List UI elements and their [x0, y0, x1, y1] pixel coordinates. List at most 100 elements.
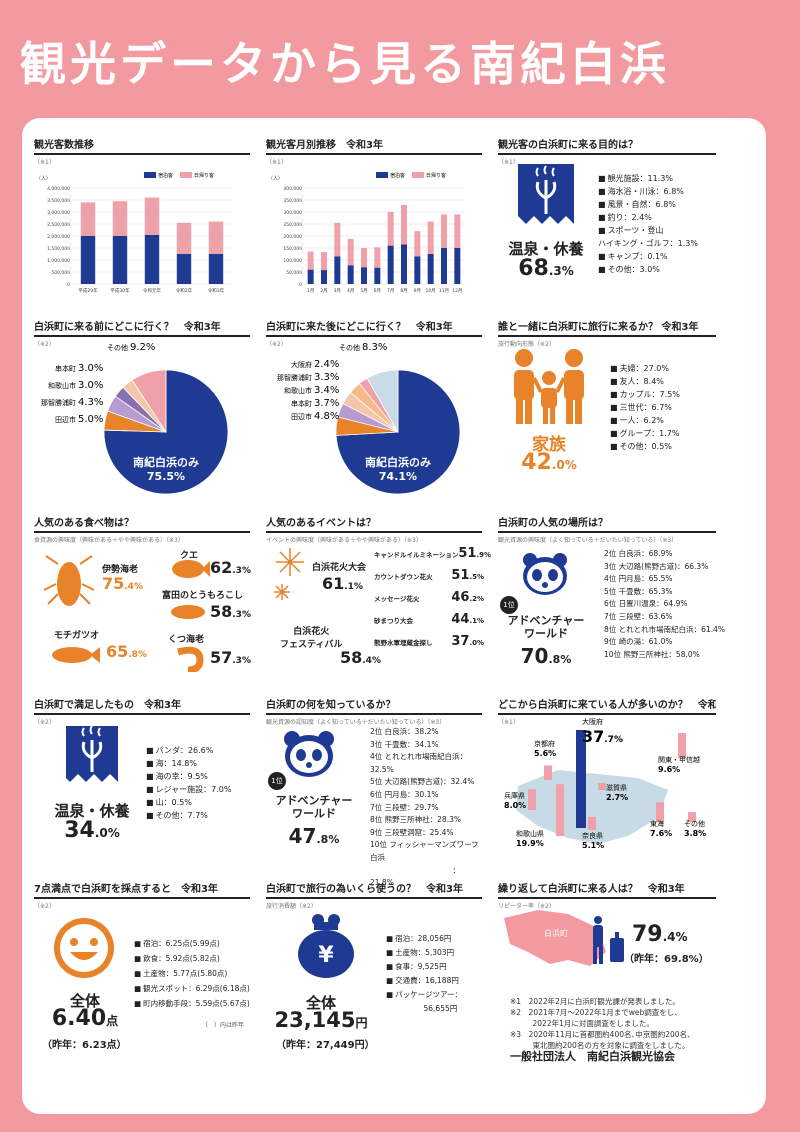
y-unit-label: （人） — [36, 176, 51, 182]
x-tick-label: 12月 — [452, 288, 462, 294]
rank-item: 9位 三段壁洞窟：25.4% — [370, 827, 454, 837]
pie-pct: 3.4% — [314, 385, 339, 396]
onsen-noren-icon — [66, 725, 118, 782]
katsuo-fish-icon — [52, 647, 100, 663]
region-name: 関東・甲信越 — [658, 755, 700, 764]
section-note: 旅行消費額（※2） — [266, 903, 317, 910]
region-pct: 2.7% — [606, 793, 628, 802]
x-tick-label: 1月 — [307, 288, 314, 294]
events-section: 人気のあるイベントは？ イベントの興味度（興味がある＋やや興味がある）（※3） … — [266, 514, 491, 674]
x-tick-label: 10月 — [426, 288, 436, 294]
region-bar — [544, 765, 552, 780]
satisfaction-main: 温泉・休養 — [54, 802, 130, 820]
event-main-1-pct: 61.1% — [322, 574, 363, 593]
section-note: リピーター率（※2） — [498, 903, 555, 910]
list-item: 観光スポット：6.29点(6.18点) — [134, 981, 250, 996]
pie-pct: 3.0% — [78, 380, 103, 391]
y-tick-label: 2,500,000 — [47, 222, 70, 228]
list-item: 友人：8.4% — [610, 375, 680, 388]
pie-pct: 3.3% — [314, 372, 339, 383]
event-pct: 51.5% — [451, 568, 484, 583]
region-bar — [688, 812, 696, 822]
event-pct: 51.9% — [458, 546, 492, 561]
bar-stay — [361, 267, 367, 284]
section-note: （※2） — [34, 719, 55, 726]
list-item: 海：14.8% — [146, 757, 232, 770]
pie-slice — [366, 369, 399, 434]
lobster-icon — [44, 555, 94, 606]
food-section: 人気のある食べ物は？ 食資源の興味度（興味がある＋やや興味がある）（※3） 伊勢… — [34, 514, 251, 674]
region-name: 和歌山県 — [516, 829, 544, 838]
bar-stay — [144, 234, 160, 284]
pie-main-pct: 74.1% — [379, 470, 417, 483]
spending-list: 宿泊：28,056円土産物：5,303円食事：9,525円交通費：16,188円… — [386, 932, 462, 1016]
y-tick-label: 1,000,000 — [47, 258, 70, 264]
section-title: 白浜町の人気の場所は？ — [498, 514, 716, 533]
yen-symbol: ¥ — [318, 943, 334, 968]
y-tick-label: 150,000 — [283, 246, 302, 252]
section-title: 観光客月別推移 令和3年 — [266, 136, 482, 155]
bar-stay — [208, 254, 224, 284]
kue-fish-icon — [172, 560, 210, 578]
food-pct-1: 75.4% — [102, 574, 143, 593]
x-tick-label: 平成29年 — [78, 287, 98, 294]
list-item: カップル：7.5% — [610, 388, 680, 401]
y-tick-label: 3,000,000 — [47, 210, 70, 216]
list-item: 食事：9,525円 — [386, 960, 462, 974]
shrimp-icon — [177, 646, 204, 672]
pie-label: 和歌山市 — [48, 381, 76, 390]
score-paren-note: （ ）内は昨年 — [202, 1022, 245, 1029]
y-tick-label: 1,500,000 — [47, 246, 70, 252]
list-item: その他：7.7% — [146, 809, 232, 822]
spending-amount: 23,145円 — [274, 1008, 368, 1032]
spending-main: 全体 — [305, 994, 336, 1012]
companion-section: 誰と一緒に白浜町に旅行に来るか？ 令和3年 旅行動向形態（※2） 家族 42.0… — [498, 318, 716, 488]
list-item: 風景・自然：6.8% — [598, 198, 698, 211]
y-tick-label: 500,000 — [51, 270, 70, 276]
list-item: 観光施設：11.3% — [598, 172, 698, 185]
rank-item: 4位 円月島：65.5% — [604, 574, 673, 584]
bar-stay — [387, 245, 394, 284]
x-tick-label: 2月 — [320, 288, 327, 294]
list-item: 宿泊：6.25点(5.99点) — [134, 936, 250, 951]
section-title: 繰り返して白浜町に来る人は？ 令和3年 — [498, 880, 716, 899]
region-pct: 9.6% — [658, 765, 680, 774]
smile-icon — [54, 918, 114, 978]
rank-item: 3位 千畳敷：34.1% — [370, 739, 439, 749]
bar-stay — [112, 236, 128, 284]
legend-label-2: 日帰り客 — [194, 172, 214, 179]
kinki-map-shape — [516, 770, 668, 844]
corn-icon — [171, 605, 205, 619]
satisfaction-main-pct: 34.0% — [64, 818, 120, 843]
y-unit-label: （人） — [268, 176, 283, 182]
list-item: その他：0.5% — [610, 440, 680, 453]
pie-pct: 4.8% — [314, 411, 339, 422]
pie-main-label: 南紀白浜のみ — [133, 455, 199, 469]
onsen-noren-icon — [518, 164, 574, 224]
pie-label: 串本町 — [55, 364, 76, 373]
section-note: （※1） — [34, 159, 55, 166]
x-tick-label: 令和3年 — [208, 287, 225, 294]
event-main-2: 白浜花火 フェスティバル — [280, 627, 343, 650]
bar-stay — [427, 254, 434, 284]
pie-pct: 3.7% — [314, 398, 339, 409]
x-tick-label: 7月 — [387, 288, 394, 294]
y-tick-label: 350,000 — [283, 198, 302, 204]
bar-stay — [347, 265, 354, 284]
section-title: 観光客数推移 — [34, 136, 250, 155]
y-tick-label: 200,000 — [283, 234, 302, 240]
rank-item: 5位 大辺路(熊野古道)：32.4% — [370, 777, 475, 787]
pie-pct: 8.3% — [362, 342, 387, 353]
purpose-list: 観光施設：11.3%海水浴・川泳：6.8%風景・自然：6.8%釣り：2.4%スポ… — [598, 172, 698, 276]
region-pct: 7.6% — [650, 829, 672, 838]
bar-stay — [374, 267, 381, 284]
known-places-section: 白浜町の何を知っているか？ 観光資源の認知度（よく知っている＋だいたい知っている… — [266, 696, 482, 887]
region-bar — [598, 782, 606, 790]
section-title: 誰と一緒に白浜町に旅行に来るか？ 令和3年 — [498, 318, 716, 337]
region-bar — [576, 729, 586, 828]
section-title: 人気のあるイベントは？ — [266, 514, 482, 533]
region-bar — [588, 816, 596, 830]
event-item: 砂まつり大会 44.1% — [374, 612, 484, 634]
list-item: パンダ：26.6% — [146, 744, 232, 757]
